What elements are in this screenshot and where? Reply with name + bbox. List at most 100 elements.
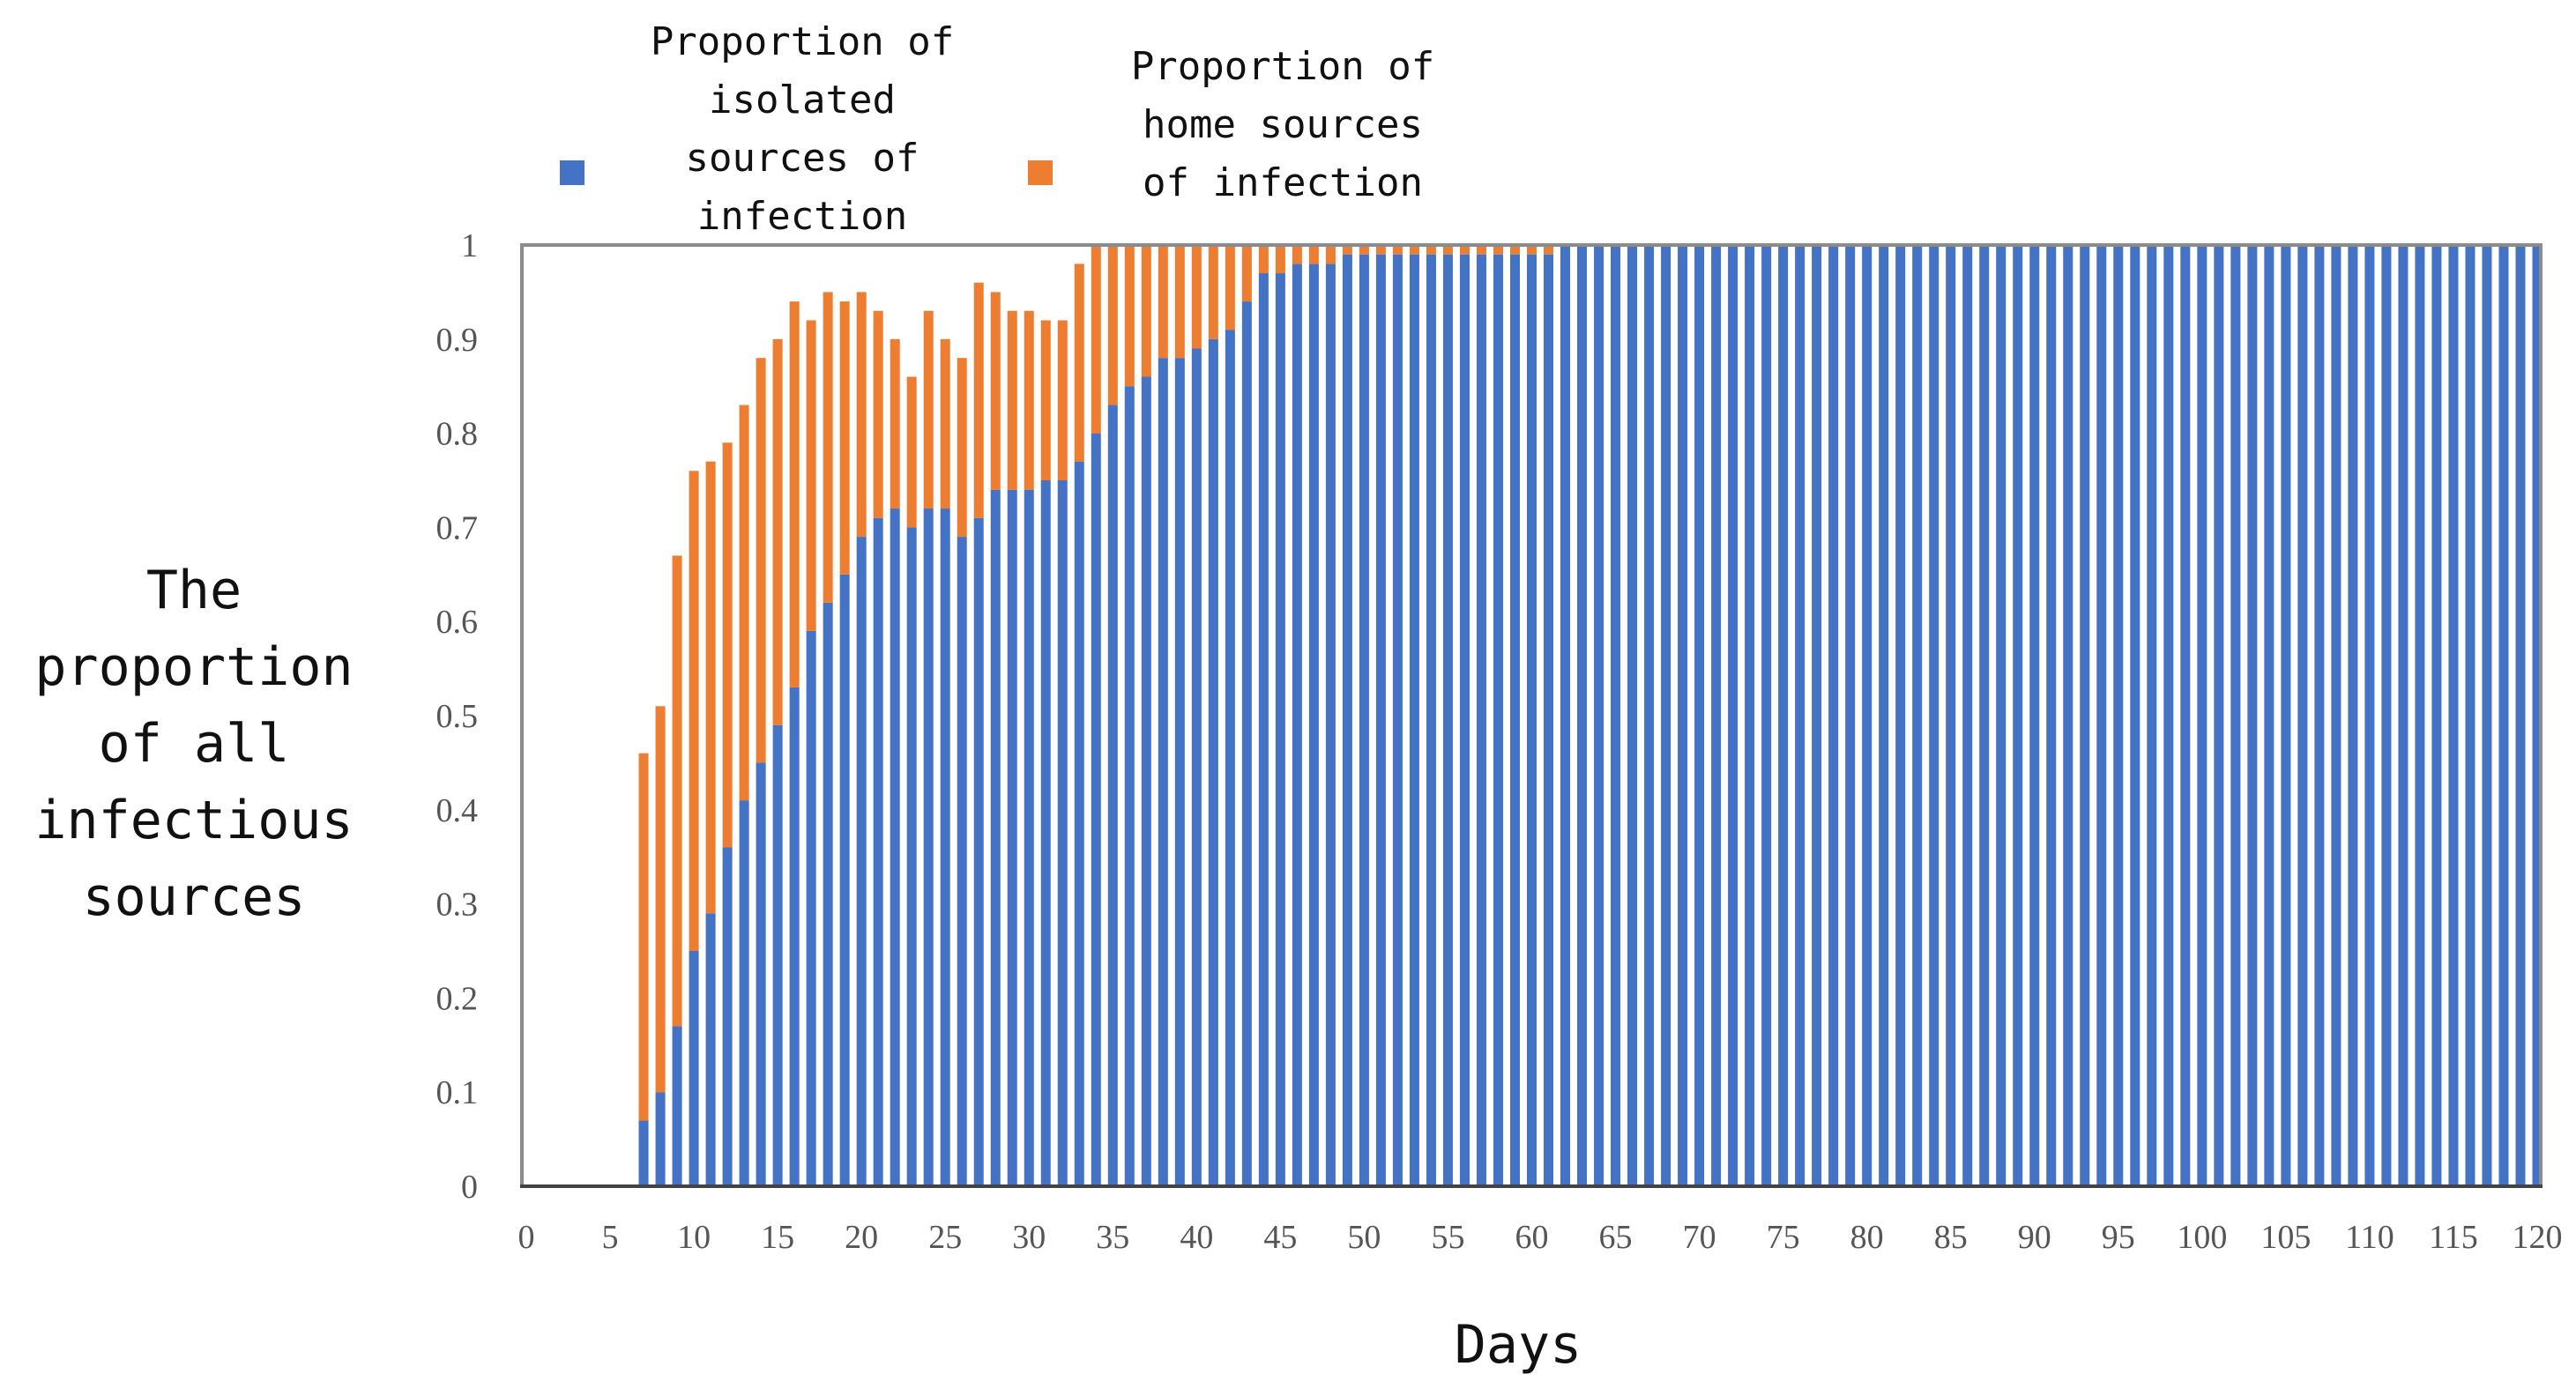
bar-home (1141, 245, 1151, 377)
bar-isolated (990, 489, 1001, 1186)
bar-home (940, 338, 950, 509)
bar-isolated (672, 1026, 682, 1186)
bar-isolated (1694, 245, 1705, 1186)
bar-isolated (1174, 358, 1185, 1186)
legend-line: home sources (1143, 102, 1423, 147)
y-tick-label: 0.2 (436, 980, 479, 1017)
bar-isolated (2532, 245, 2542, 1186)
bar-isolated (1409, 254, 1419, 1187)
bar-isolated (2080, 245, 2090, 1186)
bar-isolated (1611, 245, 1621, 1186)
bar-isolated (1493, 254, 1503, 1187)
bar-isolated (1644, 245, 1655, 1186)
y-axis-label-line: The (146, 560, 242, 621)
bar-isolated (2482, 245, 2492, 1186)
x-axis-label: Days (1455, 1314, 1582, 1376)
x-tick-label: 120 (2513, 1219, 2563, 1256)
bar-isolated (1241, 301, 1252, 1187)
bar-isolated (705, 913, 716, 1186)
bar-isolated (1509, 254, 1521, 1187)
legend-line: Proportion of (651, 19, 954, 64)
bar-isolated (2247, 245, 2258, 1186)
legend-line: Proportion of (1131, 44, 1434, 89)
bar-isolated (1359, 254, 1369, 1187)
y-tick-label: 1 (461, 227, 478, 264)
bar-isolated (1962, 245, 1973, 1186)
bars (638, 245, 2542, 1187)
bar-isolated (1191, 348, 1202, 1187)
bar-home (957, 358, 967, 538)
bar-isolated (2448, 245, 2459, 1186)
x-tick-label: 35 (1096, 1219, 1129, 1256)
legend-line: isolated (709, 78, 896, 123)
bar-isolated (1459, 254, 1470, 1187)
x-tick-label: 10 (677, 1219, 711, 1256)
bar-isolated (1074, 461, 1084, 1186)
bar-isolated (1375, 254, 1386, 1187)
bar-isolated (2013, 245, 2023, 1186)
bar-isolated (2281, 245, 2291, 1186)
bar-isolated (722, 847, 733, 1186)
bar-home (1057, 320, 1068, 480)
bar-isolated (873, 517, 883, 1186)
bar-home (973, 282, 984, 518)
bar-isolated (1158, 358, 1168, 1186)
bar-isolated (1895, 245, 1906, 1186)
bar-isolated (2063, 245, 2073, 1186)
y-tick-label: 0.7 (436, 509, 479, 546)
y-axis-ticks: 0 0.1 0.2 0.3 0.4 0.5 0.6 0.7 0.8 0.9 1 (436, 227, 479, 1206)
bar-isolated (789, 687, 800, 1186)
bar-home (1476, 245, 1486, 255)
y-axis-label-line: proportion (34, 636, 353, 698)
bar-isolated (1828, 245, 1839, 1186)
y-axis-label-line: infectious (34, 790, 353, 851)
bar-isolated (2431, 245, 2442, 1186)
bar-isolated (1728, 245, 1738, 1186)
bar-home (1493, 245, 1503, 255)
x-tick-label: 15 (761, 1219, 794, 1256)
bar-home (1442, 245, 1453, 255)
bar-home (1325, 245, 1336, 264)
bar-home (1091, 245, 1101, 434)
bar-isolated (1091, 433, 1101, 1187)
bar-home (1543, 245, 1554, 255)
bar-isolated (1795, 245, 1805, 1186)
legend-label-isolated: Proportion of isolated sources of infection (651, 19, 954, 239)
y-tick-label: 0.6 (436, 604, 479, 641)
bar-isolated (2348, 245, 2358, 1186)
bar-isolated (772, 724, 783, 1186)
bar-isolated (1996, 245, 2006, 1186)
bar-home (1275, 245, 1285, 274)
x-tick-label: 20 (845, 1219, 878, 1256)
bar-isolated (1577, 245, 1588, 1186)
bar-isolated (2147, 245, 2157, 1186)
bar-isolated (1342, 254, 1352, 1187)
bar-isolated (906, 527, 917, 1186)
bar-home (1392, 245, 1403, 255)
bar-isolated (1292, 264, 1302, 1186)
bar-isolated (1929, 245, 1939, 1186)
x-tick-label: 115 (2429, 1219, 2478, 1256)
bar-home (1409, 245, 1419, 255)
bar-home (1191, 245, 1202, 349)
bar-home (923, 310, 934, 509)
bar-isolated (1627, 245, 1638, 1186)
bar-isolated (2096, 245, 2107, 1186)
bar-isolated (2415, 245, 2425, 1186)
y-axis-label: The proportion of all infectious sources (34, 560, 353, 928)
bar-home (1040, 320, 1051, 480)
bar-isolated (1812, 245, 1822, 1186)
x-tick-label: 60 (1515, 1219, 1549, 1256)
bar-isolated (1208, 338, 1218, 1186)
bar-home (1459, 245, 1470, 255)
x-tick-label: 105 (2260, 1219, 2311, 1256)
bar-home (705, 461, 716, 914)
x-tick-label: 55 (1431, 1219, 1464, 1256)
bar-home (1174, 245, 1185, 359)
bar-isolated (655, 1092, 666, 1186)
bar-home (772, 338, 783, 725)
bar-isolated (957, 537, 967, 1186)
bar-home (1509, 245, 1521, 255)
legend-label-home: Proportion of home sources of infection (1131, 44, 1434, 205)
